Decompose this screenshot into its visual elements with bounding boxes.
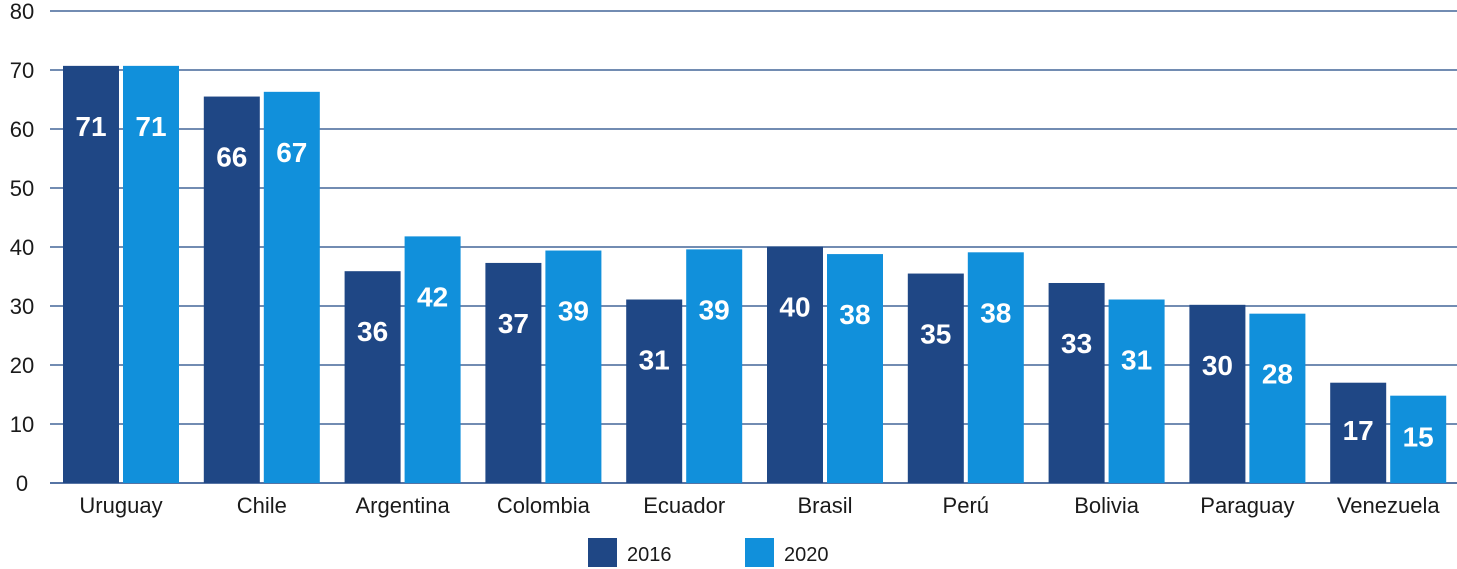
- bar-2016-argentina: [344, 271, 401, 483]
- legend: 2016 2020: [588, 538, 829, 567]
- data-labels: 71 71 66 67 36 42 37 39 31 39 40 38 35 38 33 31 30 28 17 15: [75, 111, 1433, 453]
- x-category-label: Brasil: [797, 493, 852, 518]
- gridlines: [50, 10, 1457, 484]
- bar-2016-uruguay: [63, 65, 119, 484]
- data-label: 30: [1202, 350, 1233, 381]
- data-label: 31: [639, 345, 670, 376]
- y-tick-label: 0: [16, 471, 28, 496]
- data-label: 39: [699, 294, 730, 325]
- bar-2016-venezuela: [1330, 382, 1387, 483]
- x-category-label: Paraguay: [1200, 493, 1294, 518]
- x-axis-categories: Uruguay Chile Argentina Colombia Ecuador Bras…: [79, 493, 1440, 518]
- bar-2020-paraguay: [1249, 313, 1306, 483]
- x-category-label: Chile: [237, 493, 287, 518]
- x-category-label: Venezuela: [1337, 493, 1441, 518]
- bar-2016-paraguay: [1189, 304, 1246, 483]
- data-label: 33: [1061, 328, 1092, 359]
- bar-2016-colombia: [485, 262, 542, 483]
- data-label: 37: [498, 308, 529, 339]
- bar-2020-venezuela: [1390, 395, 1447, 483]
- data-label: 40: [779, 291, 810, 322]
- bar-2016-brasil: [767, 246, 823, 483]
- y-tick-label: 70: [10, 58, 34, 83]
- bar-2020-colombia: [545, 250, 602, 483]
- data-label: 36: [357, 316, 388, 347]
- data-label: 38: [839, 299, 870, 330]
- x-category-label: Colombia: [497, 493, 591, 518]
- y-tick-label: 10: [10, 412, 34, 437]
- bar-2020-perú: [967, 252, 1024, 483]
- y-tick-label: 40: [10, 235, 34, 260]
- x-category-label: Uruguay: [79, 493, 162, 518]
- data-label: 15: [1403, 422, 1434, 453]
- legend-label-2020: 2020: [784, 544, 829, 566]
- y-axis-ticks: 0 10 20 30 40 50 60 70 80: [10, 0, 34, 496]
- bars: [63, 65, 1447, 484]
- bar-2020-argentina: [404, 236, 461, 483]
- data-label: 38: [980, 297, 1011, 328]
- data-label: 42: [417, 281, 448, 312]
- data-label: 71: [135, 111, 166, 142]
- data-label: 39: [558, 296, 589, 327]
- data-label: 31: [1121, 345, 1152, 376]
- data-label: 71: [75, 111, 106, 142]
- bar-2020-chile: [263, 91, 320, 483]
- bar-2020-brasil: [827, 254, 883, 483]
- y-tick-label: 20: [10, 353, 34, 378]
- bar-2020-uruguay: [123, 65, 179, 484]
- x-category-label: Bolivia: [1074, 493, 1140, 518]
- bar-2020-bolivia: [1108, 299, 1165, 483]
- legend-label-2016: 2016: [627, 544, 672, 566]
- data-label: 17: [1343, 415, 1374, 446]
- x-category-label: Ecuador: [643, 493, 725, 518]
- legend-swatch-2016: [588, 538, 617, 567]
- y-tick-label: 80: [10, 0, 34, 24]
- x-category-label: Perú: [943, 493, 989, 518]
- x-category-label: Argentina: [356, 493, 451, 518]
- legend-swatch-2020: [745, 538, 774, 567]
- data-label: 67: [276, 137, 307, 168]
- data-label: 66: [216, 142, 247, 173]
- data-label: 28: [1262, 359, 1293, 390]
- bar-2016-perú: [907, 273, 964, 483]
- y-tick-label: 60: [10, 117, 34, 142]
- y-tick-label: 30: [10, 294, 34, 319]
- bar-2016-ecuador: [626, 299, 683, 483]
- bar-2020-ecuador: [686, 249, 743, 483]
- data-label: 35: [920, 319, 951, 350]
- bar-2016-bolivia: [1048, 282, 1105, 483]
- bar-2016-chile: [203, 96, 260, 484]
- y-tick-label: 50: [10, 176, 34, 201]
